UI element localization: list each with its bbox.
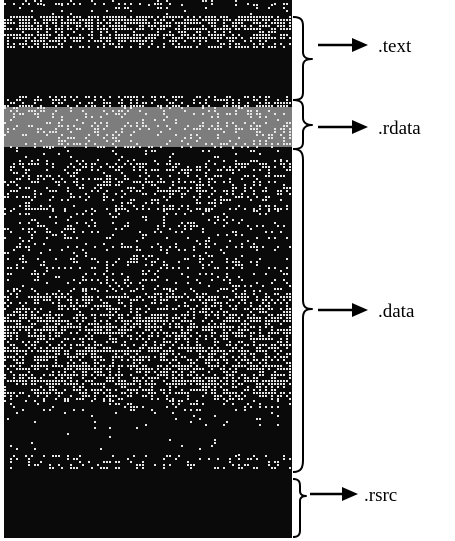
data-brace bbox=[292, 148, 313, 473]
data-arrowhead bbox=[352, 303, 368, 317]
rdata-section-label: .rdata bbox=[378, 118, 421, 139]
noise-texture bbox=[4, 0, 291, 469]
rsrc-brace bbox=[292, 478, 307, 538]
rdata-arrowhead bbox=[352, 120, 368, 134]
text-section-label: .text bbox=[378, 36, 412, 57]
rsrc-section-label: .rsrc bbox=[364, 485, 397, 506]
rsrc-arrowhead bbox=[342, 487, 358, 501]
data-section-label: .data bbox=[378, 301, 415, 322]
rdata-brace bbox=[292, 99, 313, 150]
text-arrowhead bbox=[352, 38, 368, 52]
text-brace bbox=[292, 16, 313, 101]
binary-image-strip bbox=[4, 0, 292, 538]
